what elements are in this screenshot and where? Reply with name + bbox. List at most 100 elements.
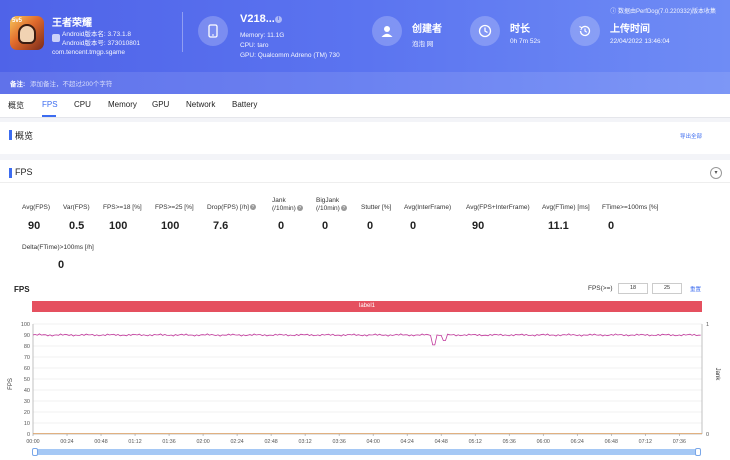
upload-time-label: 上传时间 (610, 24, 650, 35)
metric-value: 0 (322, 220, 329, 232)
metric-label: Jank (/10min)? (272, 197, 303, 212)
note-input[interactable]: 添加备注，不超过200个字符 (30, 81, 113, 88)
x-tick-label: 04:24 (401, 439, 414, 445)
metric-value: 0 (410, 220, 417, 232)
android-version-code: Android版本号: 373010801 (62, 40, 141, 47)
slider-handle-left[interactable] (32, 448, 38, 456)
x-tick-label: 01:12 (128, 439, 141, 445)
x-tick-label: 07:12 (639, 439, 652, 445)
metric-value: 90 (28, 220, 41, 232)
metric-label: Avg(FPS+InterFrame) (466, 204, 530, 211)
metric-label: FPS>=18 [%] (103, 204, 142, 211)
y-tick-label: 80 (24, 344, 30, 350)
creator-value: 泡泡 网 (412, 41, 434, 48)
app-name: 王者荣耀 (52, 18, 92, 29)
x-tick-label: 06:00 (537, 439, 550, 445)
android-version-name: Android版本名: 3.73.1.8 (62, 31, 132, 38)
overview-title: 概览 (15, 131, 34, 141)
info-icon[interactable]: i (275, 16, 282, 23)
metric-value: 0 (367, 220, 374, 232)
tab-gpu[interactable]: GPU (152, 100, 170, 109)
y2-axis-title: Jank (714, 368, 720, 382)
tab-network[interactable]: Network (186, 100, 216, 109)
metric-label: Avg(FTime) [ms] (542, 204, 590, 211)
fps-filter-input-2[interactable]: 25 (652, 283, 682, 294)
overview-section: 概览 导出全部 (0, 122, 730, 154)
x-tick-label: 05:12 (469, 439, 482, 445)
metric-value: 0 (608, 220, 615, 232)
metric-value: 7.6 (213, 220, 229, 232)
metric-label: Var(FPS) (63, 204, 90, 211)
x-tick-label: 00:24 (60, 439, 73, 445)
fps-section-title: FPS (15, 167, 33, 177)
y-tick-label: 20 (24, 410, 30, 416)
collapse-chevron-icon[interactable]: ▾ (710, 167, 722, 179)
export-all-link[interactable]: 导出全部 (679, 134, 702, 140)
app-version-info: Android版本名: 3.73.1.8 Android版本号: 3730108… (62, 30, 140, 48)
note-label: 备注: (10, 81, 26, 88)
label-bar[interactable]: label1 (32, 301, 702, 312)
y-tick-label: 40 (24, 388, 30, 394)
report-header: 5v5 王者荣耀 Android版本名: 3.73.1.8 Android版本号… (0, 0, 730, 94)
tab-overview[interactable]: 概览 (8, 101, 24, 110)
duration-label: 时长 (510, 24, 530, 35)
y-tick-label: 30 (24, 399, 30, 405)
tab-cpu[interactable]: CPU (74, 100, 91, 109)
device-name: V218... (240, 13, 275, 25)
x-tick-label: 05:36 (503, 439, 516, 445)
user-icon (372, 16, 402, 46)
metric-label: Avg(InterFrame) (404, 204, 452, 211)
y-tick-label: 90 (24, 333, 30, 339)
metric-value: 0 (58, 259, 65, 271)
y-tick-label: 0 (27, 432, 30, 438)
time-range-slider[interactable] (34, 449, 700, 455)
device-gpu: GPU: Qualcomm Adreno (TM) 730 (240, 52, 340, 59)
device-cpu: CPU: taro (240, 42, 269, 49)
x-tick-label: 00:48 (94, 439, 107, 445)
metric-value: 11.1 (548, 220, 569, 232)
x-tick-label: 00:00 (26, 439, 39, 445)
metric-label: Avg(FPS) (22, 204, 51, 211)
package-name: com.tencent.tmgp.sgame (52, 49, 125, 56)
metric-value: 0 (278, 220, 285, 232)
android-icon (52, 34, 60, 42)
x-tick-label: 06:24 (571, 439, 584, 445)
active-tab-indicator (42, 115, 56, 117)
tab-memory[interactable]: Memory (108, 100, 137, 109)
help-icon[interactable]: ? (296, 205, 303, 212)
history-icon (570, 16, 600, 46)
header-divider (182, 12, 183, 52)
section-accent (9, 168, 12, 178)
x-tick-label: 03:12 (299, 439, 312, 445)
y-tick-label: 50 (24, 377, 30, 383)
tab-battery[interactable]: Battery (232, 100, 258, 109)
tab-fps[interactable]: FPS (42, 100, 58, 109)
y2-tick-label: 0 (706, 432, 709, 438)
slider-handle-right[interactable] (695, 448, 701, 456)
y2-tick-label: 1 (706, 322, 709, 328)
x-tick-label: 02:24 (230, 439, 243, 445)
reset-button[interactable]: 重置 (690, 287, 702, 293)
metric-label: Stutter [%] (361, 204, 392, 211)
metric-value: 100 (161, 220, 180, 232)
note-bar (0, 72, 730, 94)
data-source-text: 数据由PerfDog(7.0.220332)版本收集 (617, 9, 716, 15)
help-icon[interactable]: ? (340, 205, 347, 212)
metric-value: 100 (109, 220, 128, 232)
fps-filter-label: FPS(>=) (588, 285, 613, 292)
y-tick-label: 70 (24, 355, 30, 361)
x-tick-label: 03:36 (333, 439, 346, 445)
data-source-note: ⓘ 数据由PerfDog(7.0.220332)版本收集 (610, 9, 716, 15)
phone-icon (198, 16, 228, 46)
device-memory: Memory: 11.1G (240, 32, 285, 39)
divider (0, 182, 730, 183)
metric-label: FTime>=100ms [%] (602, 204, 659, 211)
fps-filter-input-1[interactable]: 18 (618, 283, 648, 294)
x-tick-label: 06:48 (605, 439, 618, 445)
fps-chart[interactable]: 0 10 20 30 40 50 60 70 80 90 100 0 1 FPS Jank 00:00 00:2… (0, 312, 730, 460)
help-icon[interactable]: ? (249, 204, 256, 211)
metric-label: Drop(FPS) [/h]? (207, 204, 256, 211)
x-tick-label: 01:36 (162, 439, 175, 445)
metric-label: BigJank (/10min)? (316, 197, 347, 212)
y-tick-label: 10 (24, 421, 30, 427)
